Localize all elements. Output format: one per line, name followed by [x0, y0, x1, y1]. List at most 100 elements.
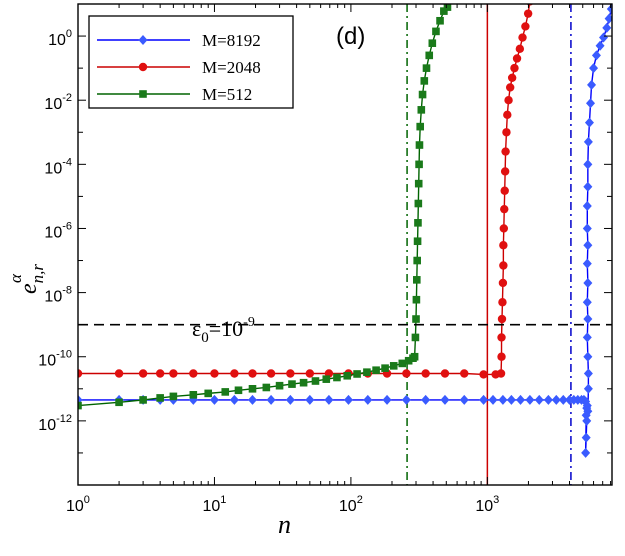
- y-tick-exponent: -6: [62, 220, 72, 232]
- data-point: [353, 370, 361, 378]
- x-tick-exponent: 1: [220, 494, 226, 506]
- data-point: [363, 368, 371, 376]
- legend-box: [88, 15, 294, 109]
- data-point: [583, 383, 593, 394]
- data-point: [286, 369, 295, 378]
- data-point: [275, 381, 284, 390]
- legend: M=8192 M=2048 M=512: [88, 15, 294, 109]
- data-point: [501, 147, 510, 156]
- data-point: [498, 278, 508, 288]
- data-point: [139, 396, 147, 404]
- threshold-label-base: ε: [192, 316, 201, 341]
- data-point: [189, 390, 198, 399]
- x-tick-base: 10: [66, 498, 84, 515]
- data-point: [422, 64, 431, 72]
- data-point: [389, 362, 398, 370]
- data-point: [262, 383, 271, 392]
- data-point: [78, 401, 82, 410]
- data-point: [582, 201, 592, 212]
- data-point: [230, 369, 239, 378]
- data-point: [343, 371, 352, 380]
- data-point: [440, 394, 450, 405]
- data-point: [169, 369, 178, 378]
- data-point: [582, 297, 592, 308]
- data-point: [414, 179, 423, 188]
- data-point: [436, 16, 444, 25]
- data-point: [526, 4, 534, 6]
- data-point: [156, 394, 164, 402]
- data-point: [324, 394, 334, 405]
- y-tick-base: 10: [44, 96, 62, 113]
- data-point: [333, 373, 341, 382]
- data-point: [322, 375, 331, 383]
- data-point: [479, 394, 489, 405]
- x-tick-label: 102: [339, 494, 363, 515]
- data-point: [599, 32, 609, 43]
- data-point: [500, 186, 509, 195]
- data-point: [595, 40, 605, 51]
- data-point: [510, 63, 519, 73]
- data-point: [499, 241, 508, 250]
- y-tick-label: 10-2: [44, 92, 72, 113]
- svg-text:en,r: en,r: [16, 264, 47, 294]
- y-tick-base: 10: [44, 160, 62, 177]
- x-tick-exponent: 2: [357, 494, 363, 506]
- x-tick-label: 100: [66, 494, 90, 515]
- data-point: [209, 394, 219, 405]
- legend-label: M=8192: [202, 31, 261, 50]
- data-point: [583, 368, 593, 379]
- data-point: [500, 167, 510, 176]
- data-point: [503, 110, 512, 120]
- data-point: [582, 332, 592, 343]
- y-axis-title-base: e: [16, 283, 42, 294]
- data-point: [169, 392, 178, 401]
- data-point: [440, 7, 448, 15]
- data-point: [401, 394, 411, 405]
- data-point: [543, 394, 553, 405]
- data-point: [412, 295, 421, 304]
- data-point: [443, 4, 452, 11]
- y-tick-exponent: 0: [66, 28, 72, 40]
- data-point: [421, 394, 431, 405]
- data-point: [413, 237, 422, 246]
- y-tick-exponent: -2: [62, 92, 72, 104]
- threshold-label-eq: =10: [209, 316, 243, 341]
- data-point: [602, 22, 612, 33]
- data-point: [415, 141, 424, 149]
- data-point: [581, 432, 591, 443]
- data-point: [234, 386, 243, 395]
- panel-label: (d): [336, 23, 365, 50]
- data-point: [583, 181, 593, 192]
- data-point: [343, 394, 353, 405]
- data-point: [229, 394, 239, 405]
- y-tick-exponent: -10: [56, 349, 72, 361]
- y-axis-title: en,r α: [6, 264, 47, 294]
- data-point: [420, 77, 429, 85]
- data-point: [204, 389, 213, 398]
- data-point: [515, 44, 525, 54]
- y-tick-base: 10: [44, 289, 62, 306]
- series-3: [78, 4, 452, 410]
- data-point: [525, 394, 535, 405]
- reference-lines: [406, 4, 572, 485]
- y-tick-base: 10: [48, 32, 66, 49]
- data-point: [412, 276, 421, 284]
- data-point: [558, 394, 568, 405]
- x-tick-base: 10: [339, 498, 357, 515]
- x-tick-base: 10: [202, 498, 220, 515]
- data-point: [582, 400, 592, 411]
- data-point: [516, 394, 526, 405]
- x-axis-title: n: [278, 510, 291, 539]
- data-point: [248, 369, 257, 378]
- data-point: [521, 22, 530, 31]
- data-point: [583, 136, 593, 147]
- data-point: [432, 27, 440, 36]
- data-point: [247, 394, 257, 405]
- data-point: [410, 352, 419, 361]
- data-point: [285, 394, 295, 405]
- data-point: [505, 83, 515, 92]
- data-point: [497, 352, 506, 361]
- data-point: [506, 394, 516, 405]
- x-tick-base: 10: [475, 498, 493, 515]
